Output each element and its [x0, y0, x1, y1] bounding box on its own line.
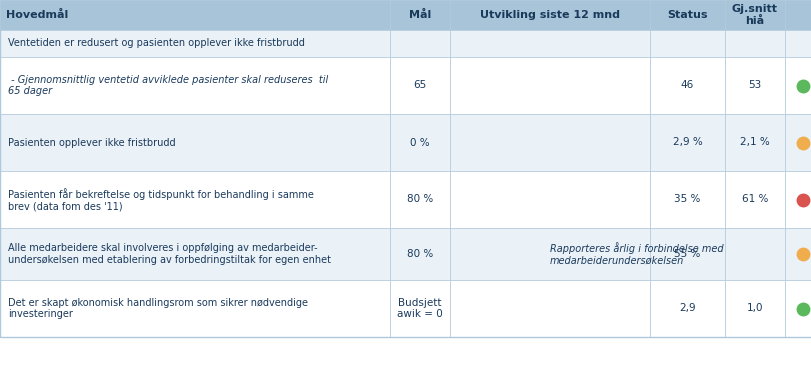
Bar — [650, 30, 725, 57]
Text: 61 %: 61 % — [742, 195, 768, 204]
Bar — [725, 228, 785, 280]
Bar — [725, 171, 785, 228]
Text: - Gjennomsnittlig ventetid avviklede pasienter skal reduseres  til
65 dager: - Gjennomsnittlig ventetid avviklede pas… — [8, 75, 328, 96]
Bar — [785, 114, 811, 171]
Bar — [785, 30, 811, 57]
Bar — [458, 292, 466, 306]
Bar — [650, 228, 725, 280]
Text: Pasienten får bekreftelse og tidspunkt for behandling i samme
brev (data fom des: Pasienten får bekreftelse og tidspunkt f… — [8, 188, 314, 211]
Text: 2,1 %: 2,1 % — [740, 138, 770, 148]
Bar — [450, 171, 650, 228]
Text: Ventetiden er redusert og pasienten opplever ikke fristbrudd: Ventetiden er redusert og pasienten oppl… — [8, 39, 305, 48]
Bar — [506, 292, 514, 297]
Bar — [586, 292, 594, 296]
Bar — [618, 292, 626, 294]
Text: Gj.snitt
hiå: Gj.snitt hiå — [732, 4, 778, 26]
Text: Mål: Mål — [409, 10, 431, 20]
Text: 65: 65 — [414, 80, 427, 91]
Bar — [390, 171, 450, 228]
Bar — [390, 114, 450, 171]
Bar — [725, 30, 785, 57]
Text: 80 %: 80 % — [407, 195, 433, 204]
Bar — [570, 292, 578, 331]
Bar — [390, 57, 450, 114]
Bar — [0, 280, 390, 337]
Text: 35 %: 35 % — [674, 195, 701, 204]
Bar — [634, 290, 642, 292]
Bar — [650, 57, 725, 114]
Text: 2,9: 2,9 — [679, 304, 696, 313]
Text: 55 %: 55 % — [674, 249, 701, 259]
Bar — [0, 114, 390, 171]
Bar — [650, 171, 725, 228]
Bar — [785, 57, 811, 114]
Bar — [522, 292, 530, 301]
Text: Rapporteres årlig i forbindelse med
medarbeiderundersøkelsen: Rapporteres årlig i forbindelse med meda… — [550, 242, 723, 266]
Bar — [450, 30, 650, 57]
Text: Alle medarbeidere skal involveres i oppfølging av medarbeider-
undersøkelsen med: Alle medarbeidere skal involveres i oppf… — [8, 243, 331, 265]
Bar — [0, 171, 390, 228]
Text: Utvikling siste 12 mnd: Utvikling siste 12 mnd — [480, 10, 620, 20]
Bar — [0, 228, 390, 280]
Bar — [785, 280, 811, 337]
Text: 1,0: 1,0 — [747, 304, 763, 313]
Bar — [725, 114, 785, 171]
Text: 80 %: 80 % — [407, 249, 433, 259]
Bar — [650, 0, 725, 30]
Bar — [725, 57, 785, 114]
Text: Det er skapt økonomisk handlingsrom som sikrer nødvendige
investeringer: Det er skapt økonomisk handlingsrom som … — [8, 298, 308, 319]
Bar — [785, 171, 811, 228]
Bar — [0, 30, 390, 57]
Bar — [554, 292, 562, 315]
Text: 46: 46 — [681, 80, 694, 91]
Bar — [450, 228, 650, 280]
Bar — [390, 280, 450, 337]
Bar — [785, 0, 811, 30]
Bar — [650, 280, 725, 337]
Bar — [0, 0, 390, 30]
Bar — [390, 30, 450, 57]
Text: Status: Status — [667, 10, 708, 20]
Bar — [538, 292, 546, 298]
Text: Budsjett
awik = 0: Budsjett awik = 0 — [397, 298, 443, 319]
Bar — [474, 289, 482, 292]
Bar — [450, 0, 650, 30]
Bar — [602, 289, 610, 292]
Bar — [450, 57, 650, 114]
Text: 0 %: 0 % — [410, 138, 430, 148]
Bar — [390, 0, 450, 30]
Bar — [650, 114, 725, 171]
Bar — [450, 280, 650, 337]
Bar — [725, 0, 785, 30]
Text: Pasienten opplever ikke fristbrudd: Pasienten opplever ikke fristbrudd — [8, 138, 176, 148]
Text: 53: 53 — [749, 80, 762, 91]
Bar — [725, 280, 785, 337]
Text: Hovedmål: Hovedmål — [6, 10, 68, 20]
Bar — [785, 228, 811, 280]
Bar — [450, 114, 650, 171]
Text: 2,9 %: 2,9 % — [672, 138, 702, 148]
Bar — [0, 57, 390, 114]
Bar — [390, 228, 450, 280]
